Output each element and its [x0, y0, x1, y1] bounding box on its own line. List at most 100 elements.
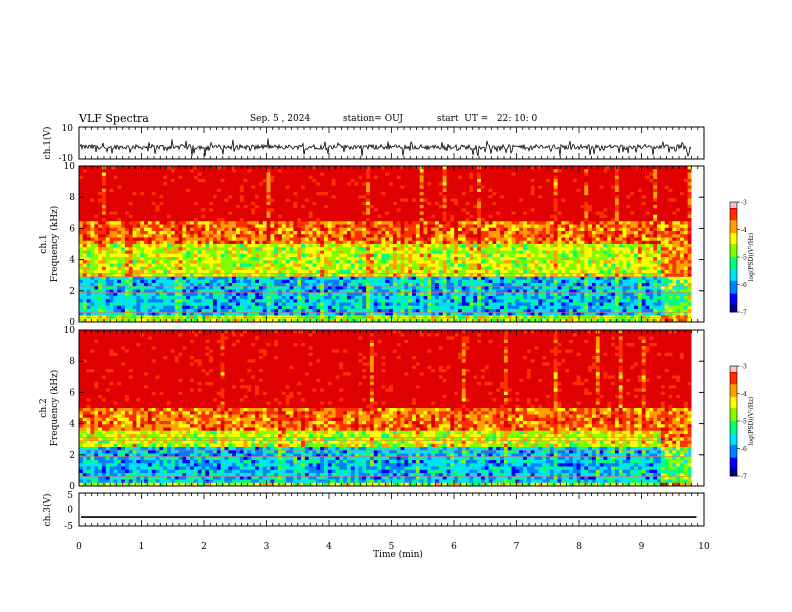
- spectrogram-cell: [412, 182, 417, 186]
- spectrogram-cell: [258, 240, 264, 245]
- spectrogram-cell: [105, 234, 110, 238]
- spectrogram-cell: [354, 260, 359, 264]
- spectrogram-cell: [155, 208, 160, 212]
- spectrogram-cell: [266, 195, 271, 199]
- spectrogram-cell: [588, 263, 593, 268]
- spectrogram-cell: [412, 263, 417, 268]
- spectrogram-cell: [523, 166, 528, 170]
- spectrogram-cell: [534, 205, 539, 209]
- spectrogram-cell: [614, 211, 620, 216]
- spectrogram-cell: [442, 188, 447, 193]
- spectrogram-cell: [312, 169, 317, 173]
- spectrogram-cell: [144, 205, 149, 209]
- spectrogram-cell: [515, 240, 520, 245]
- spectrogram-cell: [519, 253, 524, 258]
- spectrogram-cell: [274, 211, 279, 216]
- spectrogram-cell: [320, 208, 325, 212]
- spectrogram-cell: [197, 182, 202, 186]
- spectrogram-cell: [274, 198, 279, 203]
- spectrogram-cell: [645, 182, 650, 186]
- spectrogram-cell: [182, 179, 187, 183]
- spectrogram-cell: [243, 188, 248, 193]
- spectrogram-cell: [553, 218, 558, 222]
- spectrogram-cell: [431, 182, 436, 186]
- spectrogram-cell: [500, 172, 505, 177]
- spectrogram-cell: [109, 172, 114, 177]
- spectrogram-cell: [408, 205, 413, 209]
- spectrogram-cell: [423, 234, 428, 238]
- spectrogram-cell: [523, 182, 528, 186]
- spectrogram-cell: [419, 208, 424, 212]
- spectrogram-cell: [216, 263, 221, 268]
- spectrogram-cell: [201, 224, 206, 229]
- spectrogram-cell: [281, 253, 287, 258]
- spectrogram-cell: [599, 237, 604, 242]
- spectrogram-cell: [492, 192, 497, 196]
- spectrogram-cell: [239, 205, 244, 209]
- spectrogram-cell: [389, 214, 394, 219]
- spectrogram-cell: [446, 195, 451, 199]
- spectrogram-cell: [109, 214, 114, 219]
- spectrogram-cell: [523, 253, 528, 258]
- spectrogram-cell: [442, 257, 447, 261]
- spectrogram-cell: [672, 231, 677, 235]
- spectrogram-cell: [576, 234, 581, 238]
- spectrogram-cell: [534, 234, 539, 238]
- spectrogram-cell: [480, 185, 486, 190]
- spectrogram-cell: [400, 250, 405, 255]
- spectrogram-cell: [488, 227, 493, 232]
- spectrogram-cell: [193, 240, 198, 245]
- spectrogram-cell: [144, 179, 149, 183]
- spectrogram-cell: [193, 214, 198, 219]
- spectrogram-cell: [201, 257, 206, 261]
- spectrogram-cell: [435, 247, 440, 251]
- spectrogram-cell: [507, 179, 512, 183]
- spectrogram-cell: [599, 175, 604, 180]
- spectrogram-cell: [419, 240, 424, 245]
- spectrogram-cell: [572, 201, 577, 206]
- spectrogram-cell: [511, 179, 516, 183]
- spectrogram-cell: [584, 247, 589, 251]
- spectrogram-cell: [672, 263, 677, 268]
- spectrogram-cell: [278, 253, 283, 258]
- spectrogram-cell: [557, 179, 562, 183]
- spectrogram-cell: [427, 218, 432, 222]
- spectrogram-cell: [90, 201, 95, 206]
- spectrogram-cell: [228, 227, 233, 232]
- spectrogram-cell: [354, 172, 359, 177]
- spectrogram-cell: [664, 175, 669, 180]
- spectrogram-cell: [212, 182, 218, 186]
- spectrogram-cell: [335, 169, 340, 173]
- spectrogram-cell: [400, 231, 405, 235]
- spectrogram-cell: [469, 227, 474, 232]
- spectrogram-cell: [117, 257, 122, 261]
- spectrogram-cell: [224, 247, 229, 251]
- spectrogram-cell: [274, 257, 279, 261]
- spectrogram-cell: [477, 234, 482, 238]
- spectrogram-cell: [124, 260, 130, 264]
- spectrogram-cell: [408, 253, 413, 258]
- spectrogram-cell: [507, 195, 512, 199]
- spectrogram-cell: [431, 260, 436, 264]
- spectrogram-cell: [243, 179, 248, 183]
- spectrogram-cell: [664, 185, 669, 190]
- spectrogram-cell: [415, 257, 421, 261]
- spectrogram-cell: [209, 263, 214, 268]
- spectrogram-cell: [308, 172, 313, 177]
- spectrogram-cell: [151, 182, 156, 186]
- spectrogram-cell: [289, 250, 294, 255]
- spectrogram-cell: [557, 234, 562, 238]
- spectrogram-cell: [105, 195, 110, 199]
- spectrogram-cell: [584, 227, 589, 232]
- spectrogram-cell: [404, 244, 409, 248]
- spectrogram-cell: [335, 214, 340, 219]
- spectrogram-cell: [614, 169, 620, 173]
- spectrogram-cell: [465, 263, 470, 268]
- spectrogram-cell: [457, 253, 463, 258]
- spectrogram-cell: [140, 263, 145, 268]
- spectrogram-cell: [626, 237, 631, 242]
- spectrogram-cell: [576, 175, 581, 180]
- spectrogram-cell: [128, 166, 133, 170]
- spectrogram-cell: [561, 182, 566, 186]
- spectrogram-cell: [534, 192, 539, 196]
